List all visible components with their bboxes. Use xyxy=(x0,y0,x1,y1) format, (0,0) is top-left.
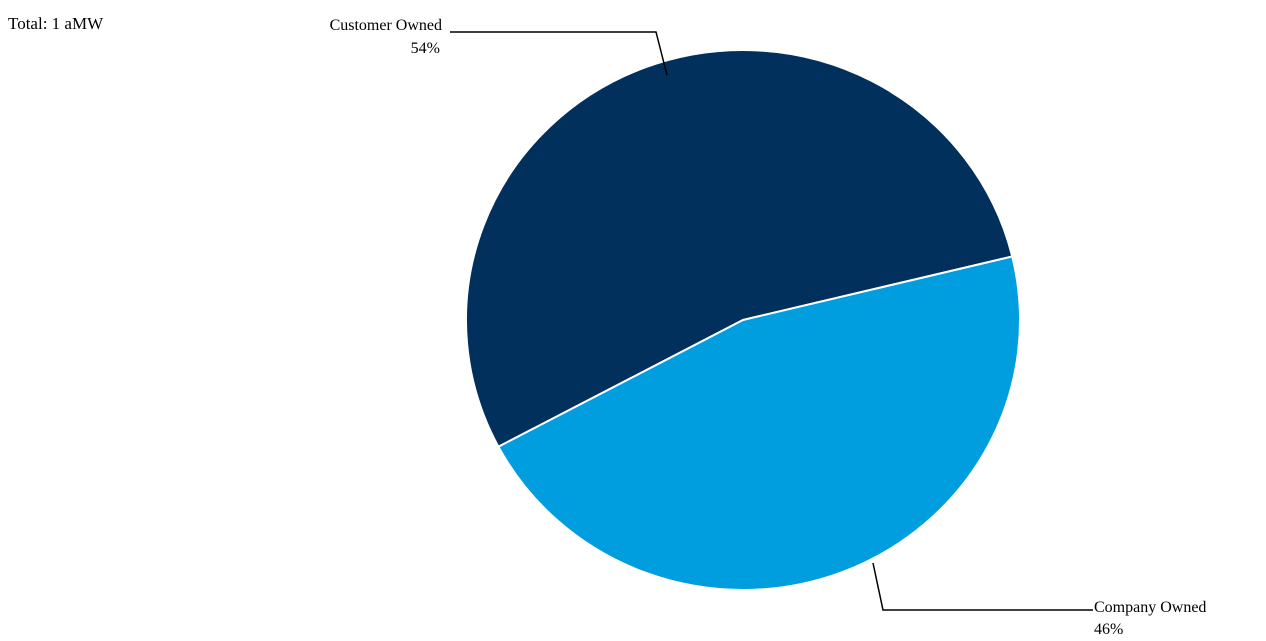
pie-slice-customer-owned xyxy=(465,49,1014,449)
slice-label-company-owned: Company Owned xyxy=(1094,599,1206,616)
pie-slice-company-owned xyxy=(497,255,1021,591)
pie-slices xyxy=(465,49,1021,591)
leader-line-company-owned xyxy=(872,562,1093,611)
pie-labels: Customer Owned 54% Company Owned 46% xyxy=(330,17,1207,638)
slice-label-customer-owned: Customer Owned xyxy=(330,17,442,34)
slice-value-customer-owned: 54% xyxy=(411,40,440,57)
slice-value-company-owned: 46% xyxy=(1094,621,1123,638)
leader-line-customer-owned xyxy=(450,31,668,76)
chart-total-label: Total: 1 aMW xyxy=(8,14,104,33)
